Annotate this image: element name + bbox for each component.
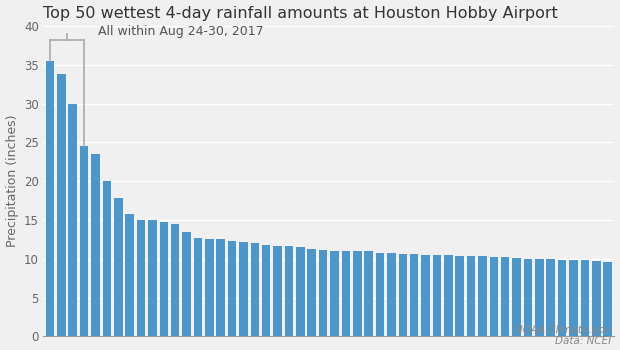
Bar	[68, 104, 77, 336]
Bar	[273, 246, 282, 336]
Bar	[478, 257, 487, 336]
Bar	[330, 251, 339, 336]
Bar	[365, 251, 373, 336]
Bar	[91, 154, 100, 336]
Bar	[535, 259, 544, 336]
Bar	[580, 260, 589, 336]
Bar	[376, 253, 384, 336]
Bar	[546, 259, 555, 336]
Bar	[501, 257, 510, 336]
Bar	[603, 262, 612, 336]
Bar	[193, 238, 202, 336]
Bar	[137, 220, 145, 336]
Bar	[205, 239, 213, 336]
Bar	[228, 241, 236, 336]
Bar	[57, 74, 66, 336]
Bar	[216, 239, 225, 336]
Bar	[296, 247, 304, 336]
Bar	[308, 249, 316, 336]
Bar	[444, 255, 453, 336]
Text: All within Aug 24-30, 2017: All within Aug 24-30, 2017	[98, 25, 264, 37]
Bar	[148, 220, 157, 336]
Bar	[524, 259, 532, 336]
Bar	[342, 251, 350, 336]
Y-axis label: Precipitation (inches): Precipitation (inches)	[6, 115, 19, 247]
Text: NOAA Climate.gov
Data: NCEI: NOAA Climate.gov Data: NCEI	[515, 325, 611, 346]
Bar	[387, 253, 396, 336]
Bar	[490, 257, 498, 336]
Bar	[410, 254, 418, 336]
Text: Top 50 wettest 4-day rainfall amounts at Houston Hobby Airport: Top 50 wettest 4-day rainfall amounts at…	[43, 6, 558, 21]
Bar	[592, 261, 601, 336]
Bar	[182, 232, 191, 336]
Bar	[159, 222, 168, 336]
Bar	[103, 181, 111, 336]
Bar	[239, 242, 248, 336]
Bar	[46, 61, 54, 336]
Bar	[353, 251, 361, 336]
Bar	[558, 260, 566, 336]
Bar	[456, 256, 464, 336]
Bar	[319, 250, 327, 336]
Bar	[285, 246, 293, 336]
Bar	[171, 224, 179, 336]
Bar	[512, 258, 521, 336]
Bar	[433, 255, 441, 336]
Bar	[114, 198, 123, 336]
Bar	[421, 255, 430, 336]
Bar	[262, 245, 270, 336]
Bar	[399, 254, 407, 336]
Bar	[467, 257, 476, 336]
Bar	[125, 214, 134, 336]
Bar	[250, 243, 259, 336]
Bar	[569, 260, 578, 336]
Bar	[80, 146, 89, 336]
